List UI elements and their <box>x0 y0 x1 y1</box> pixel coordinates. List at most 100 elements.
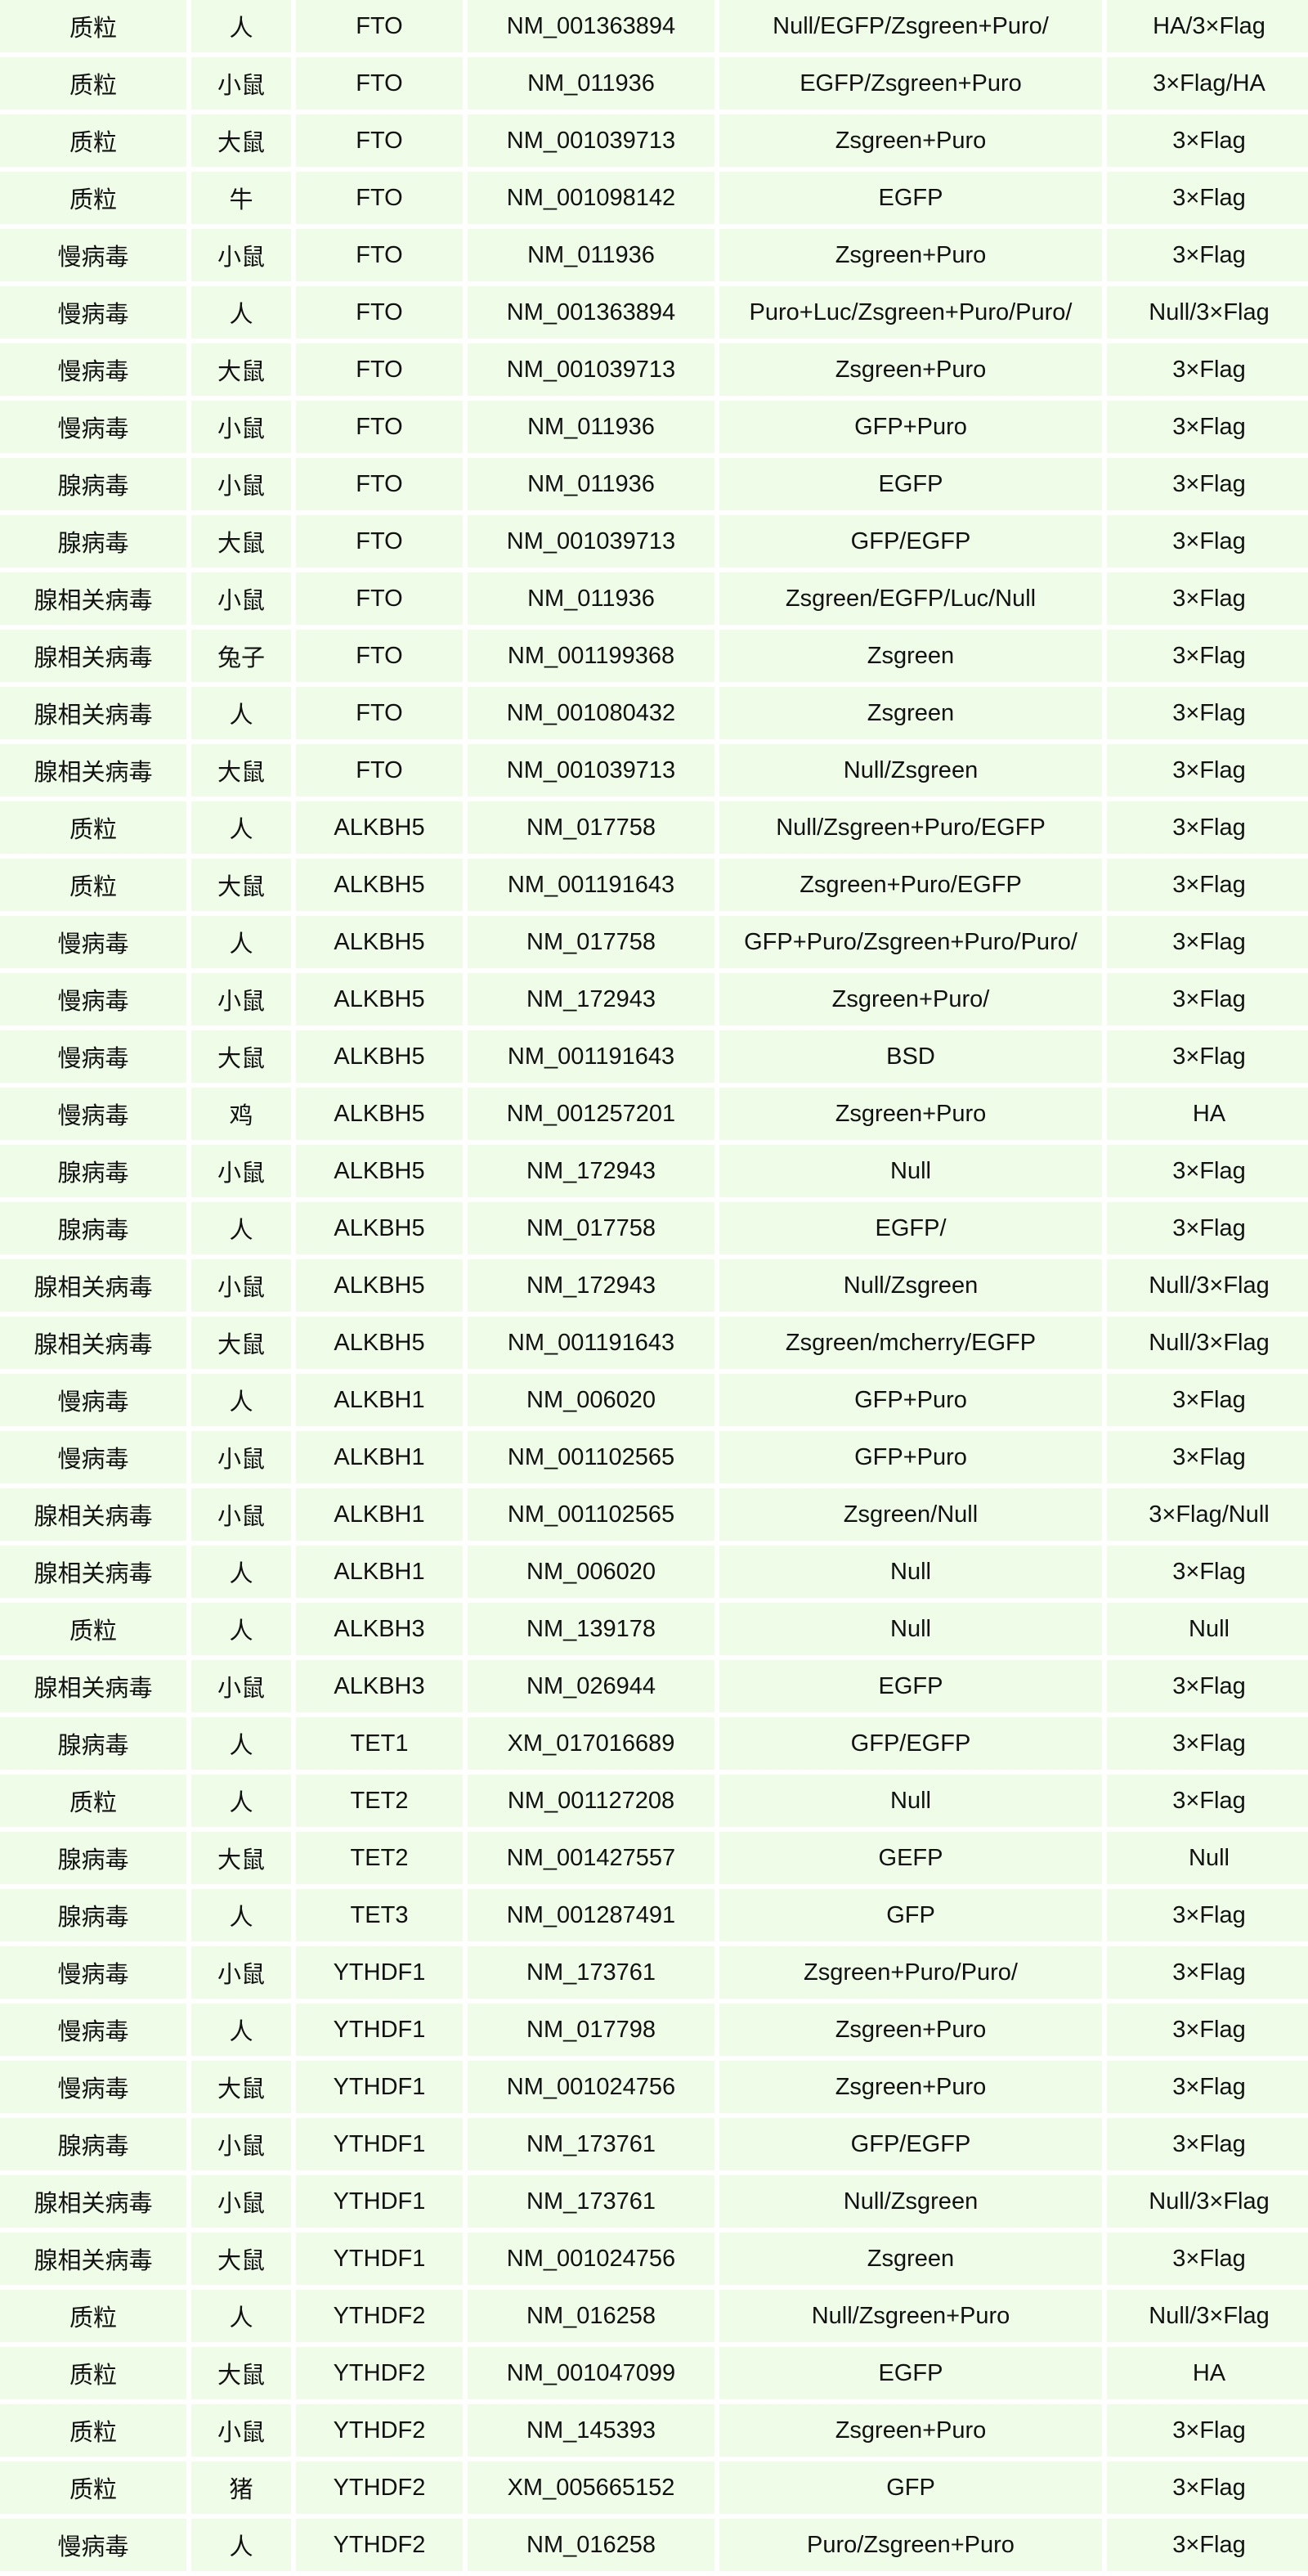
marker-cell: Null/EGFP/Zsgreen+Puro/ <box>719 0 1102 52</box>
accession-cell: XM_017016689 <box>468 1717 714 1770</box>
tag-cell: 3×Flag <box>1107 1202 1308 1254</box>
accession-cell: NM_017758 <box>468 916 714 968</box>
vector-type-cell: 慢病毒 <box>0 973 186 1025</box>
table-row: 腺病毒 小鼠 YTHDF1 NM_173761 GFP/EGFP 3×Flag <box>0 2118 1308 2170</box>
table-row: 腺相关病毒 大鼠 FTO NM_001039713 Null/Zsgreen 3×Flag <box>0 744 1308 797</box>
species-cell: 小鼠 <box>191 401 291 453</box>
vector-type-cell: 腺相关病毒 <box>0 630 186 682</box>
vector-type-cell: 质粒 <box>0 2404 186 2457</box>
vector-type-cell: 腺病毒 <box>0 458 186 510</box>
marker-cell: EGFP <box>719 2347 1102 2399</box>
tag-cell: HA <box>1107 2347 1308 2399</box>
table-row: 慢病毒 大鼠 ALKBH5 NM_001191643 BSD 3×Flag <box>0 1030 1308 1083</box>
tag-cell: 3×Flag <box>1107 1431 1308 1483</box>
species-cell: 人 <box>191 1775 291 1827</box>
vector-type-cell: 质粒 <box>0 172 186 224</box>
gene-cell: ALKBH3 <box>296 1603 463 1655</box>
table-row: 腺相关病毒 小鼠 YTHDF1 NM_173761 Null/Zsgreen Null/3… <box>0 2175 1308 2228</box>
tag-cell: 3×Flag <box>1107 572 1308 625</box>
marker-cell: Null/Zsgreen <box>719 744 1102 797</box>
accession-cell: NM_172943 <box>468 1145 714 1197</box>
table-row: 腺相关病毒 大鼠 ALKBH5 NM_001191643 Zsgreen/mcherry… <box>0 1317 1308 1369</box>
gene-cell: ALKBH5 <box>296 1030 463 1083</box>
accession-cell: NM_001102565 <box>468 1431 714 1483</box>
marker-cell: GFP/EGFP <box>719 1717 1102 1770</box>
marker-cell: Null/Zsgreen <box>719 1259 1102 1312</box>
gene-cell: YTHDF2 <box>296 2519 463 2571</box>
marker-cell: GFP/EGFP <box>719 515 1102 568</box>
gene-cell: ALKBH5 <box>296 916 463 968</box>
tag-cell: 3×Flag <box>1107 1030 1308 1083</box>
species-cell: 小鼠 <box>191 57 291 110</box>
vector-type-cell: 腺病毒 <box>0 1832 186 1884</box>
tag-cell: HA <box>1107 1088 1308 1140</box>
gene-cell: ALKBH1 <box>296 1374 463 1426</box>
accession-cell: NM_173761 <box>468 1946 714 1999</box>
vector-type-cell: 腺病毒 <box>0 2118 186 2170</box>
marker-cell: Null/Zsgreen+Puro/EGFP <box>719 801 1102 854</box>
tag-cell: 3×Flag <box>1107 859 1308 911</box>
accession-cell: NM_001191643 <box>468 859 714 911</box>
accession-cell: NM_001024756 <box>468 2061 714 2113</box>
accession-cell: NM_145393 <box>468 2404 714 2457</box>
marker-cell: Zsgreen+Puro/Puro/ <box>719 1946 1102 1999</box>
species-cell: 小鼠 <box>191 229 291 281</box>
species-cell: 鸡 <box>191 1088 291 1140</box>
accession-cell: NM_001039713 <box>468 515 714 568</box>
table-row: 慢病毒鸡 ALKBH5 NM_001257201 Zsgreen+Puro HA <box>0 1088 1308 1140</box>
species-cell: 大鼠 <box>191 744 291 797</box>
species-cell: 大鼠 <box>191 1832 291 1884</box>
gene-cell: ALKBH5 <box>296 1259 463 1312</box>
species-cell: 大鼠 <box>191 2347 291 2399</box>
marker-cell: Null/Zsgreen+Puro <box>719 2290 1102 2342</box>
marker-cell: EGFP <box>719 172 1102 224</box>
species-cell: 人 <box>191 1889 291 1941</box>
accession-cell: NM_001039713 <box>468 114 714 167</box>
gene-cell: ALKBH5 <box>296 973 463 1025</box>
table-row: 慢病毒 大鼠 FTO NM_001039713 Zsgreen+Puro 3×Flag <box>0 343 1308 396</box>
marker-cell: EGFP/Zsgreen+Puro <box>719 57 1102 110</box>
table-row: 腺相关病毒 小鼠 ALKBH1 NM_001102565 Zsgreen/Null 3×F… <box>0 1488 1308 1541</box>
marker-cell: Zsgreen+Puro <box>719 2004 1102 2056</box>
tag-cell: 3×Flag <box>1107 2404 1308 2457</box>
gene-cell: FTO <box>296 458 463 510</box>
accession-cell: NM_001287491 <box>468 1889 714 1941</box>
accession-cell: NM_173761 <box>468 2175 714 2228</box>
accession-cell: NM_001080432 <box>468 687 714 739</box>
species-cell: 小鼠 <box>191 2118 291 2170</box>
table-row: 慢病毒 小鼠 FTO NM_011936 Zsgreen+Puro 3×Flag <box>0 229 1308 281</box>
accession-cell: NM_001363894 <box>468 0 714 52</box>
accession-cell: NM_017758 <box>468 1202 714 1254</box>
table-row: 慢病毒 小鼠 ALKBH5 NM_172943 Zsgreen+Puro/3×Flag <box>0 973 1308 1025</box>
tag-cell: 3×Flag <box>1107 229 1308 281</box>
gene-cell: FTO <box>296 286 463 339</box>
tag-cell: 3×Flag <box>1107 458 1308 510</box>
accession-cell: NM_011936 <box>468 57 714 110</box>
tag-cell: 3×Flag <box>1107 1374 1308 1426</box>
tag-cell: 3×Flag <box>1107 744 1308 797</box>
marker-cell: GFP+Puro/Zsgreen+Puro/Puro/ <box>719 916 1102 968</box>
table-row: 腺病毒 大鼠 FTO NM_001039713 GFP/EGFP 3×Flag <box>0 515 1308 568</box>
accession-cell: NM_172943 <box>468 973 714 1025</box>
tag-cell: Null/3×Flag <box>1107 1317 1308 1369</box>
tag-cell: 3×Flag <box>1107 1145 1308 1197</box>
accession-cell: XM_005665152 <box>468 2462 714 2514</box>
accession-cell: NM_026944 <box>468 1660 714 1712</box>
vector-type-cell: 慢病毒 <box>0 2519 186 2571</box>
gene-cell: YTHDF1 <box>296 1946 463 1999</box>
vector-type-cell: 腺病毒 <box>0 1717 186 1770</box>
marker-cell: Zsgreen+Puro <box>719 343 1102 396</box>
vector-type-cell: 质粒 <box>0 859 186 911</box>
tag-cell: 3×Flag <box>1107 1775 1308 1827</box>
tag-cell: 3×Flag <box>1107 1660 1308 1712</box>
species-cell: 人 <box>191 2004 291 2056</box>
table-row: 慢病毒 小鼠 ALKBH1 NM_001102565 GFP+Puro 3×Flag <box>0 1431 1308 1483</box>
table-row: 慢病毒 大鼠 YTHDF1 NM_001024756 Zsgreen+Puro 3×Fla… <box>0 2061 1308 2113</box>
species-cell: 人 <box>191 286 291 339</box>
gene-cell: FTO <box>296 172 463 224</box>
marker-cell: GFP+Puro <box>719 1374 1102 1426</box>
table-row: 质粒 大鼠 FTO NM_001039713 Zsgreen+Puro 3×Flag <box>0 114 1308 167</box>
tag-cell: 3×Flag <box>1107 687 1308 739</box>
marker-cell: Zsgreen+Puro/EGFP <box>719 859 1102 911</box>
table-row: 腺相关病毒人 ALKBH1 NM_006020 Null 3×Flag <box>0 1546 1308 1598</box>
